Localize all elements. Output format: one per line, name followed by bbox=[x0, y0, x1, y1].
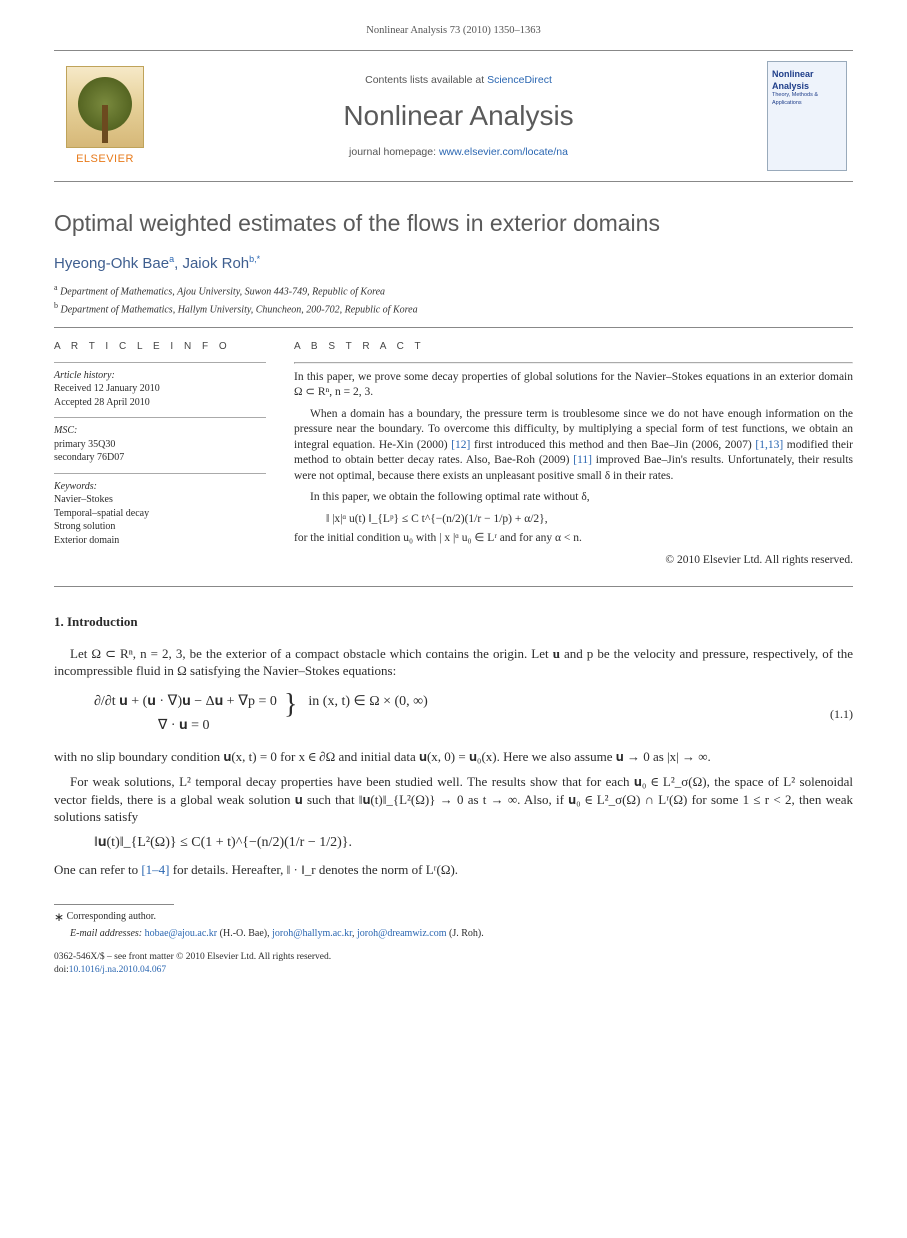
s1-p4a: One can refer to bbox=[54, 862, 141, 877]
author-1-aff[interactable]: a bbox=[169, 254, 174, 264]
accepted-date: Accepted 28 April 2010 bbox=[54, 397, 150, 408]
doi-link[interactable]: 10.1016/j.na.2010.04.067 bbox=[69, 965, 166, 975]
msc-secondary: secondary 76D07 bbox=[54, 452, 124, 463]
msc-label: MSC: bbox=[54, 425, 77, 436]
divider bbox=[54, 327, 853, 328]
abstract: A B S T R A C T In this paper, we prove … bbox=[294, 340, 853, 574]
aff-a-sup: a bbox=[54, 283, 58, 292]
citation-link[interactable]: [1,13] bbox=[755, 439, 783, 451]
equation-1-1: ∂/∂t 𝐮 + (𝐮 · ∇)𝐮 − Δ𝐮 + ∇p = 0 } in (x,… bbox=[94, 690, 853, 738]
aff-a-text: Department of Mathematics, Ajou Universi… bbox=[60, 287, 385, 298]
s1-p4b: for details. Hereafter, ‖ · ‖_r denotes … bbox=[170, 862, 459, 877]
history-label: Article history: bbox=[54, 370, 115, 381]
section-1-body: Let Ω ⊂ Rⁿ, n = 2, 3, be the exterior of… bbox=[54, 645, 853, 878]
contents-available-line: Contents lists available at ScienceDirec… bbox=[156, 73, 761, 87]
citation-link[interactable]: [1–4] bbox=[141, 862, 169, 877]
corresponding-label: Corresponding author. bbox=[67, 911, 156, 922]
msc-block: MSC: primary 35Q30 secondary 76D07 bbox=[54, 424, 266, 465]
abstract-p3: In this paper, we obtain the following o… bbox=[294, 490, 853, 506]
s1-p3: For weak solutions, L² temporal decay pr… bbox=[54, 773, 853, 826]
email-who: (J. Roh). bbox=[447, 928, 484, 939]
article-title: Optimal weighted estimates of the flows … bbox=[54, 208, 853, 239]
abs-p2b: first introduced this method and then Ba… bbox=[470, 439, 755, 451]
eq-body: ∂/∂t 𝐮 + (𝐮 · ∇)𝐮 − Δ𝐮 + ∇p = 0 } in (x,… bbox=[94, 690, 810, 738]
equation-decay: ‖𝐮(t)‖_{L²(Ω)} ≤ C(1 + t)^{−(n/2)(1/r − … bbox=[94, 834, 853, 853]
sciencedirect-link[interactable]: ScienceDirect bbox=[487, 74, 552, 86]
doi-label: doi: bbox=[54, 965, 69, 975]
corresponding-star[interactable]: * bbox=[257, 254, 261, 264]
email-footnote: E-mail addresses: hobae@ajou.ac.kr (H.-O… bbox=[54, 927, 853, 941]
abstract-p2: When a domain has a boundary, the pressu… bbox=[294, 407, 853, 485]
author-2: Jaiok Roh bbox=[182, 255, 249, 272]
running-head: Nonlinear Analysis 73 (2010) 1350–1363 bbox=[54, 24, 853, 38]
s1-p1a: Let Ω ⊂ Rⁿ, n = 2, 3, be the exterior of… bbox=[70, 646, 553, 661]
affiliation-a: a Department of Mathematics, Ajou Univer… bbox=[54, 282, 853, 299]
divider bbox=[54, 362, 266, 363]
cover-thumb-title: Nonlinear Analysis bbox=[772, 68, 842, 92]
info-abstract-row: A R T I C L E I N F O Article history: R… bbox=[54, 340, 853, 574]
elsevier-tree-icon bbox=[66, 66, 144, 148]
keywords-block: Keywords: Navier–Stokes Temporal–spatial… bbox=[54, 480, 266, 548]
equation-number: (1.1) bbox=[830, 706, 853, 722]
footnote-rule bbox=[54, 904, 174, 905]
author-1: Hyeong-Ohk Bae bbox=[54, 255, 169, 272]
divider bbox=[54, 586, 853, 587]
aff-b-sup: b bbox=[54, 301, 58, 310]
divider bbox=[54, 417, 266, 418]
eq-line2: ∇ · 𝐮 = 0 bbox=[158, 718, 210, 733]
abstract-copyright: © 2010 Elsevier Ltd. All rights reserved… bbox=[294, 553, 853, 569]
eq-side: in (x, t) ∈ Ω × (0, ∞) bbox=[308, 694, 427, 709]
emails-label: E-mail addresses: bbox=[70, 928, 142, 939]
keyword: Temporal–spatial decay bbox=[54, 508, 149, 519]
abstract-p4: for the initial condition u₀ with | x |ᵅ… bbox=[294, 531, 853, 547]
cover-thumb-sub: Theory, Methods & Applications bbox=[772, 92, 842, 107]
article-history: Article history: Received 12 January 201… bbox=[54, 369, 266, 410]
citation-link[interactable]: [11] bbox=[573, 454, 592, 466]
article-info: A R T I C L E I N F O Article history: R… bbox=[54, 340, 266, 574]
section-1-heading: 1. Introduction bbox=[54, 613, 853, 631]
doi-line: doi:10.1016/j.na.2010.04.067 bbox=[54, 964, 853, 977]
author-list: Hyeong-Ohk Baea, Jaiok Rohb,* bbox=[54, 253, 853, 274]
contents-prefix: Contents lists available at bbox=[365, 74, 487, 86]
email-link[interactable]: joroh@dreamwiz.com bbox=[357, 928, 446, 939]
keywords-label: Keywords: bbox=[54, 481, 97, 492]
corresponding-footnote: ∗ Corresponding author. bbox=[54, 909, 853, 925]
homepage-prefix: journal homepage: bbox=[349, 146, 439, 158]
masthead-center: Contents lists available at ScienceDirec… bbox=[156, 51, 761, 181]
received-date: Received 12 January 2010 bbox=[54, 383, 160, 394]
keyword: Navier–Stokes bbox=[54, 494, 113, 505]
email-link[interactable]: joroh@hallym.ac.kr bbox=[272, 928, 352, 939]
homepage-link[interactable]: www.elsevier.com/locate/na bbox=[439, 146, 568, 158]
journal-cover: Nonlinear Analysis Theory, Methods & App… bbox=[761, 51, 853, 181]
email-link[interactable]: hobae@ajou.ac.kr bbox=[145, 928, 218, 939]
journal-title: Nonlinear Analysis bbox=[156, 97, 761, 135]
publisher-logo: ELSEVIER bbox=[54, 51, 156, 181]
homepage-line: journal homepage: www.elsevier.com/locat… bbox=[156, 145, 761, 159]
s1-p2: with no slip boundary condition 𝐮(x, t) … bbox=[54, 748, 853, 766]
msc-primary: primary 35Q30 bbox=[54, 439, 115, 450]
s1-p4: One can refer to [1–4] for details. Here… bbox=[54, 861, 853, 879]
author-2-aff[interactable]: b, bbox=[249, 254, 257, 264]
cover-thumbnail: Nonlinear Analysis Theory, Methods & App… bbox=[767, 61, 847, 171]
affiliations: a Department of Mathematics, Ajou Univer… bbox=[54, 282, 853, 317]
s1-p1: Let Ω ⊂ Rⁿ, n = 2, 3, be the exterior of… bbox=[54, 645, 853, 680]
aff-b-text: Department of Mathematics, Hallym Univer… bbox=[61, 304, 418, 315]
citation-link[interactable]: [12] bbox=[451, 439, 470, 451]
eq-line1: ∂/∂t 𝐮 + (𝐮 · ∇)𝐮 − Δ𝐮 + ∇p = 0 bbox=[94, 694, 277, 709]
abstract-p1: In this paper, we prove some decay prope… bbox=[294, 370, 853, 401]
masthead: ELSEVIER Contents lists available at Sci… bbox=[54, 50, 853, 182]
license-line1: 0362-546X/$ – see front matter © 2010 El… bbox=[54, 951, 853, 964]
affiliation-b: b Department of Mathematics, Hallym Univ… bbox=[54, 300, 853, 317]
divider bbox=[294, 362, 853, 364]
article-info-heading: A R T I C L E I N F O bbox=[54, 340, 266, 354]
email-who: (H.-O. Bae), bbox=[217, 928, 272, 939]
license-block: 0362-546X/$ – see front matter © 2010 El… bbox=[54, 951, 853, 978]
abstract-equation: ‖ |x|ᵅ u(t) ‖_{Lᵖ} ≤ C t^{−(n/2)(1/r − 1… bbox=[326, 512, 853, 528]
keyword: Strong solution bbox=[54, 521, 115, 532]
star-icon: ∗ bbox=[54, 910, 64, 924]
abstract-heading: A B S T R A C T bbox=[294, 340, 853, 354]
divider bbox=[54, 473, 266, 474]
publisher-name: ELSEVIER bbox=[76, 152, 134, 167]
keyword: Exterior domain bbox=[54, 535, 119, 546]
